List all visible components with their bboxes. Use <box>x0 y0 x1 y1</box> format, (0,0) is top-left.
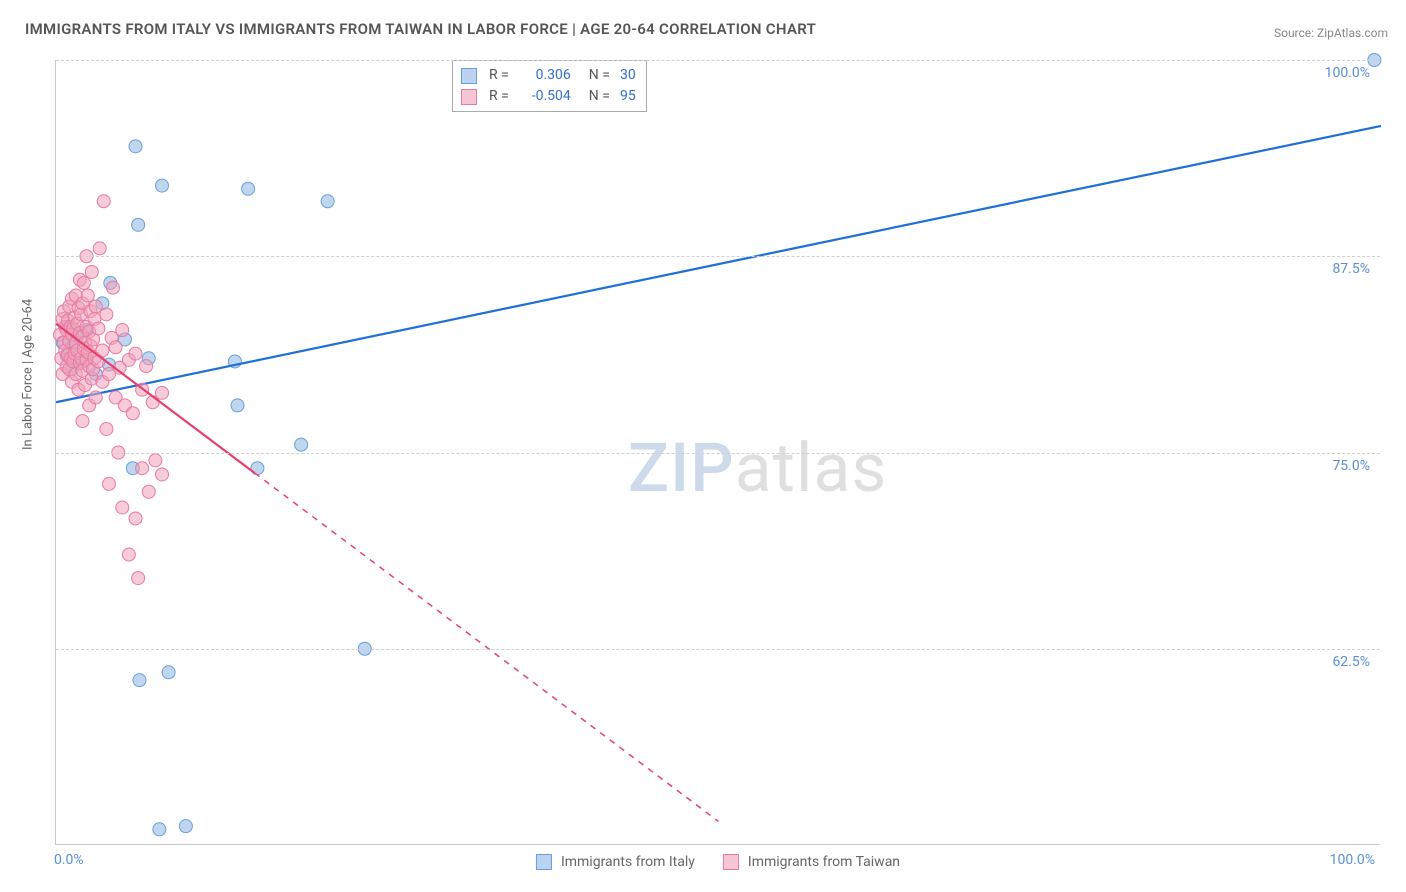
legend-item-taiwan: Immigrants from Taiwan <box>723 854 900 870</box>
scatter-point <box>136 462 149 475</box>
r-label: R = <box>489 65 509 86</box>
scatter-point <box>81 289 94 302</box>
source-prefix: Source: <box>1274 26 1317 40</box>
scatter-point <box>142 485 155 498</box>
y-tick-label: 100.0% <box>1325 65 1370 81</box>
scatter-point <box>156 179 169 192</box>
legend-swatch-taiwan <box>461 89 477 105</box>
r-label: R = <box>489 86 509 107</box>
r-value-taiwan: -0.504 <box>519 86 571 107</box>
scatter-point <box>93 242 106 255</box>
n-value-taiwan: 95 <box>620 86 636 107</box>
plot-area: ZIPatlas R = 0.306 N = 30 R = -0.504 N =… <box>55 60 1380 845</box>
trend-line <box>56 324 255 473</box>
scatter-point <box>97 195 110 208</box>
scatter-point <box>231 399 244 412</box>
legend-item-italy: Immigrants from Italy <box>536 854 695 870</box>
scatter-point <box>295 438 308 451</box>
scatter-point <box>116 501 129 514</box>
scatter-point <box>126 407 139 420</box>
legend-series: Immigrants from Italy Immigrants from Ta… <box>536 854 900 870</box>
scatter-point <box>76 415 89 428</box>
scatter-point <box>140 360 153 373</box>
gridline <box>56 453 1380 454</box>
scatter-point <box>156 468 169 481</box>
scatter-point <box>92 322 105 335</box>
legend-stats: R = 0.306 N = 30 R = -0.504 N = 95 <box>452 60 647 112</box>
legend-label-italy: Immigrants from Italy <box>561 854 695 870</box>
trend-line-extrapolated <box>255 473 719 821</box>
scatter-point <box>132 218 145 231</box>
r-value-italy: 0.306 <box>519 65 571 86</box>
scatter-point <box>122 548 135 561</box>
legend-stats-row-italy: R = 0.306 N = 30 <box>461 65 636 86</box>
scatter-point <box>129 347 142 360</box>
trend-line <box>56 126 1381 402</box>
scatter-point <box>77 276 90 289</box>
scatter-point <box>109 341 122 354</box>
chart-title: IMMIGRANTS FROM ITALY VS IMMIGRANTS FROM… <box>25 20 816 38</box>
legend-label-taiwan: Immigrants from Taiwan <box>748 854 900 870</box>
y-tick-label: 87.5% <box>1332 261 1370 277</box>
scatter-point <box>149 454 162 467</box>
legend-swatch-italy <box>536 854 552 870</box>
source-link[interactable]: ZipAtlas.com <box>1317 26 1388 40</box>
scatter-point <box>100 422 113 435</box>
scatter-point <box>156 386 169 399</box>
scatter-point <box>179 820 192 833</box>
source-attribution: Source: ZipAtlas.com <box>1274 26 1388 40</box>
scatter-point <box>153 823 166 836</box>
scatter-point <box>133 674 146 687</box>
scatter-point <box>85 265 98 278</box>
x-tick-label: 0.0% <box>54 852 84 868</box>
y-axis-label: In Labor Force | Age 20-64 <box>21 299 36 450</box>
scatter-point <box>162 666 175 679</box>
correlation-chart: IMMIGRANTS FROM ITALY VS IMMIGRANTS FROM… <box>0 0 1406 892</box>
scatter-point <box>103 477 116 490</box>
legend-swatch-italy <box>461 68 477 84</box>
y-tick-label: 75.0% <box>1332 458 1370 474</box>
scatter-point <box>242 182 255 195</box>
scatter-point <box>129 140 142 153</box>
scatter-point <box>89 391 102 404</box>
scatter-point <box>321 195 334 208</box>
n-value-italy: 30 <box>620 65 636 86</box>
y-tick-label: 62.5% <box>1332 654 1370 670</box>
scatter-point <box>116 324 129 337</box>
n-label: N = <box>589 86 610 107</box>
gridline <box>56 649 1380 650</box>
gridline <box>56 60 1380 61</box>
legend-stats-row-taiwan: R = -0.504 N = 95 <box>461 86 636 107</box>
n-label: N = <box>589 65 610 86</box>
scatter-point <box>132 572 145 585</box>
scatter-point <box>100 308 113 321</box>
x-tick-label: 100.0% <box>1330 852 1375 868</box>
scatter-point <box>129 512 142 525</box>
gridline <box>56 256 1380 257</box>
legend-swatch-taiwan <box>723 854 739 870</box>
scatter-point <box>106 281 119 294</box>
